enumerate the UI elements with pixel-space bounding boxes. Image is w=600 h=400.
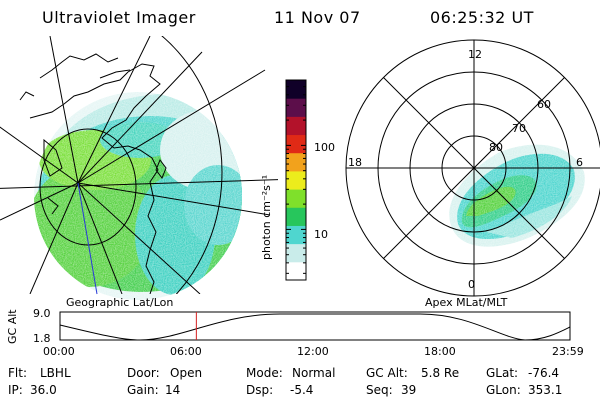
time-tick-2359: 23:59 <box>552 345 584 358</box>
geographic-grid <box>0 36 278 294</box>
colorbar-cell <box>286 207 306 226</box>
colorbar-tick-10: 10 <box>314 228 328 241</box>
status-seq-value: 39 <box>401 383 417 397</box>
status-ip-key: IP: <box>8 383 23 397</box>
time-tick-0600: 06:00 <box>170 345 202 358</box>
geographic-image-panel <box>0 36 278 300</box>
altitude-track-frame <box>59 311 571 341</box>
status-mode-key: Mode: <box>246 366 283 380</box>
apex-grid <box>345 39 600 297</box>
colorbar-tick-100: 100 <box>314 141 335 154</box>
colorbar <box>285 79 307 281</box>
colorbar-cell <box>286 261 306 281</box>
date-label: 11 Nov 07 <box>274 8 361 27</box>
coastline-outlines <box>19 53 167 294</box>
status-glat-value: -76.4 <box>528 366 560 380</box>
mlt-label-12: 12 <box>468 48 482 61</box>
status-gcalt-key: GC Alt: <box>366 366 408 380</box>
status-flt-key: Flt: <box>8 366 27 380</box>
apex-panel-label: Apex MLat/MLT <box>425 296 508 309</box>
lat-label-60: 60 <box>537 98 551 111</box>
status-flt-value: LBHL <box>40 366 71 380</box>
time-tick-0000: 00:00 <box>43 345 75 358</box>
colorbar-cell <box>286 98 306 117</box>
time-tick-1800: 18:00 <box>424 345 456 358</box>
time-tick-1200: 12:00 <box>297 345 329 358</box>
mlt-label-18: 18 <box>348 156 362 169</box>
status-glat-key: GLat: <box>486 366 519 380</box>
colorbar-gradient <box>286 80 306 281</box>
alt-tick-high: 9.0 <box>33 307 51 320</box>
status-mode-value: Normal <box>292 366 336 380</box>
apex-emission-image <box>440 136 600 256</box>
colorbar-cell <box>286 225 306 245</box>
status-gcalt-value: 5.8 Re <box>421 366 460 380</box>
status-glon-key: GLon: <box>486 383 521 397</box>
colorbar-cell <box>286 152 306 172</box>
colorbar-cell <box>286 116 306 136</box>
colorbar-unit-label: photon cm⁻²s⁻¹ <box>260 174 273 260</box>
colorbar-cell <box>286 134 306 154</box>
time-label: 06:25:32 UT <box>430 8 534 27</box>
gc-alt-axis-label: GC Alt <box>6 309 19 344</box>
status-gain-value: 14 <box>165 383 181 397</box>
apex-image-panel <box>345 39 600 297</box>
status-seq-key: Seq: <box>366 383 393 397</box>
status-glon-value: 353.1 <box>528 383 563 397</box>
status-door-key: Door: <box>127 366 160 380</box>
mlt-label-6: 6 <box>576 156 583 169</box>
instrument-title: Ultraviolet Imager <box>42 8 196 27</box>
colorbar-cell <box>286 170 306 190</box>
colorbar-cell <box>286 189 306 208</box>
status-dsp-key: Dsp: <box>246 383 274 397</box>
altitude-track-panel <box>59 311 571 341</box>
colorbar-cell <box>286 243 306 263</box>
mlt-label-0: 0 <box>468 278 475 291</box>
status-ip-value: 36.0 <box>30 383 57 397</box>
status-dsp-value: -5.4 <box>290 383 314 397</box>
geographic-panel-label: Geographic Lat/Lon <box>66 296 174 309</box>
status-door-value: Open <box>170 366 203 380</box>
colorbar-cell <box>286 80 306 99</box>
lat-label-80: 80 <box>489 141 503 154</box>
colorbar-frame <box>285 79 307 281</box>
alt-tick-low: 1.8 <box>33 332 51 345</box>
altitude-curve <box>59 313 571 341</box>
sun-direction-line <box>77 182 98 295</box>
colorbar-ticks <box>286 79 306 274</box>
status-gain-key: Gain: <box>127 383 159 397</box>
lat-label-70: 70 <box>512 122 526 135</box>
